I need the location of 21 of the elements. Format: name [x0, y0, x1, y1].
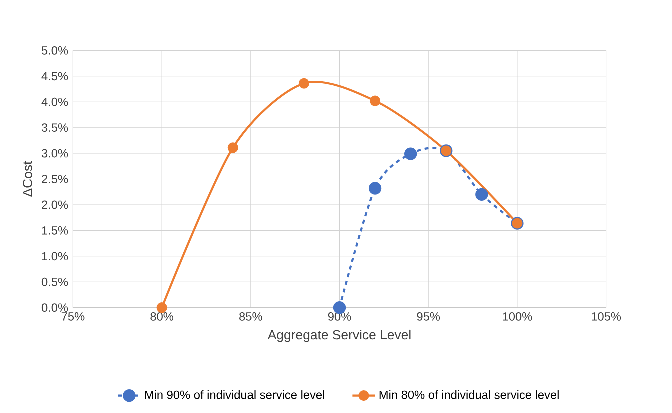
y-tick-label: 3.5%: [42, 124, 68, 132]
y-tick-label: 3.0%: [42, 149, 68, 158]
x-axis-title: Aggregate Service Level: [268, 330, 411, 342]
x-tick-label: 105%: [592, 312, 622, 321]
x-tick-label: 95%: [417, 312, 440, 321]
y-tick-label: 4.5%: [42, 72, 68, 81]
x-tick-label: 75%: [62, 312, 85, 321]
x-tick-label: 80%: [150, 312, 174, 321]
legend-label: Min 80% of individual service level: [380, 390, 559, 400]
y-tick-label: 1.0%: [42, 252, 68, 261]
y-tick-label: 2.5%: [42, 175, 68, 184]
x-tick-label: 85%: [240, 312, 262, 321]
y-tick-label: 0.5%: [42, 278, 68, 286]
y-tick-label: 0.0%: [42, 304, 68, 312]
y-axis-title: ΔCost: [23, 161, 32, 197]
x-tick-label: 100%: [503, 312, 532, 321]
y-tick-label: 2.0%: [42, 200, 68, 210]
y-tick-label: 1.5%: [42, 226, 68, 235]
y-tick-label: 5.0%: [42, 46, 68, 55]
legend-label: Min 90% of individual service level: [145, 390, 324, 400]
y-tick-label: 4.0%: [42, 98, 68, 106]
